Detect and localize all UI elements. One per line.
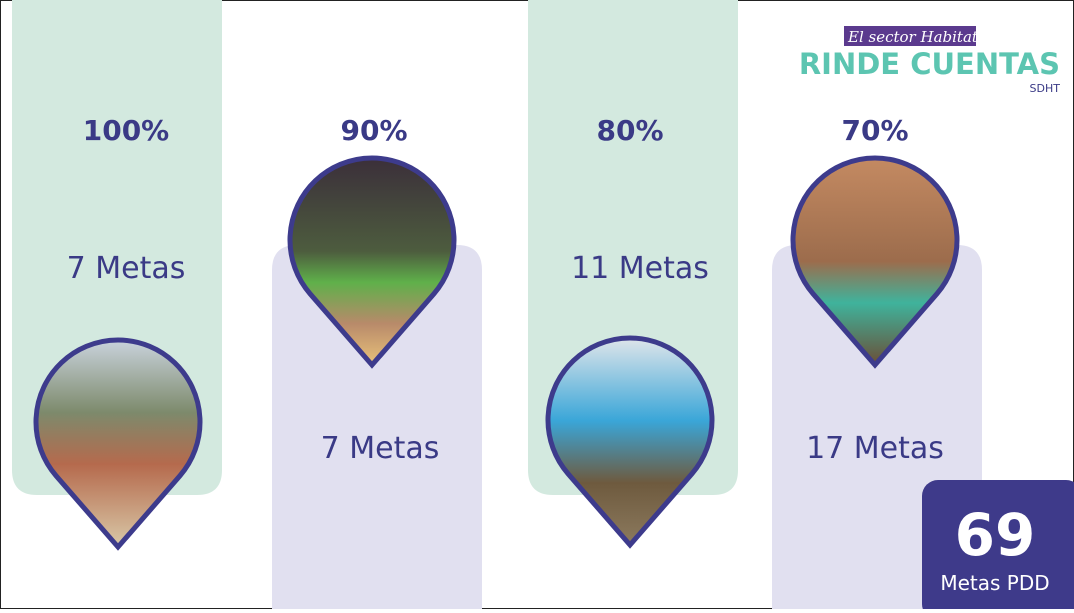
logo-tagline: El sector Habitat	[847, 28, 979, 46]
metas: 7 Metas	[67, 251, 186, 286]
total-label: Metas PDD	[940, 571, 1049, 595]
metas: 17 Metas	[806, 431, 944, 466]
slide: 100% 7 Metas 90% 7 Metas 80% 11 Metas 70…	[0, 0, 1074, 609]
total-value: 69	[955, 501, 1036, 569]
metas: 11 Metas	[571, 251, 709, 286]
logo-title: RINDE CUENTAS	[799, 47, 1060, 81]
percent: 100%	[83, 114, 170, 147]
metas: 7 Metas	[321, 431, 440, 466]
percent: 90%	[340, 114, 407, 147]
percent: 70%	[841, 114, 908, 147]
percent: 80%	[596, 114, 663, 147]
logo-org: SDHT	[1030, 82, 1061, 95]
